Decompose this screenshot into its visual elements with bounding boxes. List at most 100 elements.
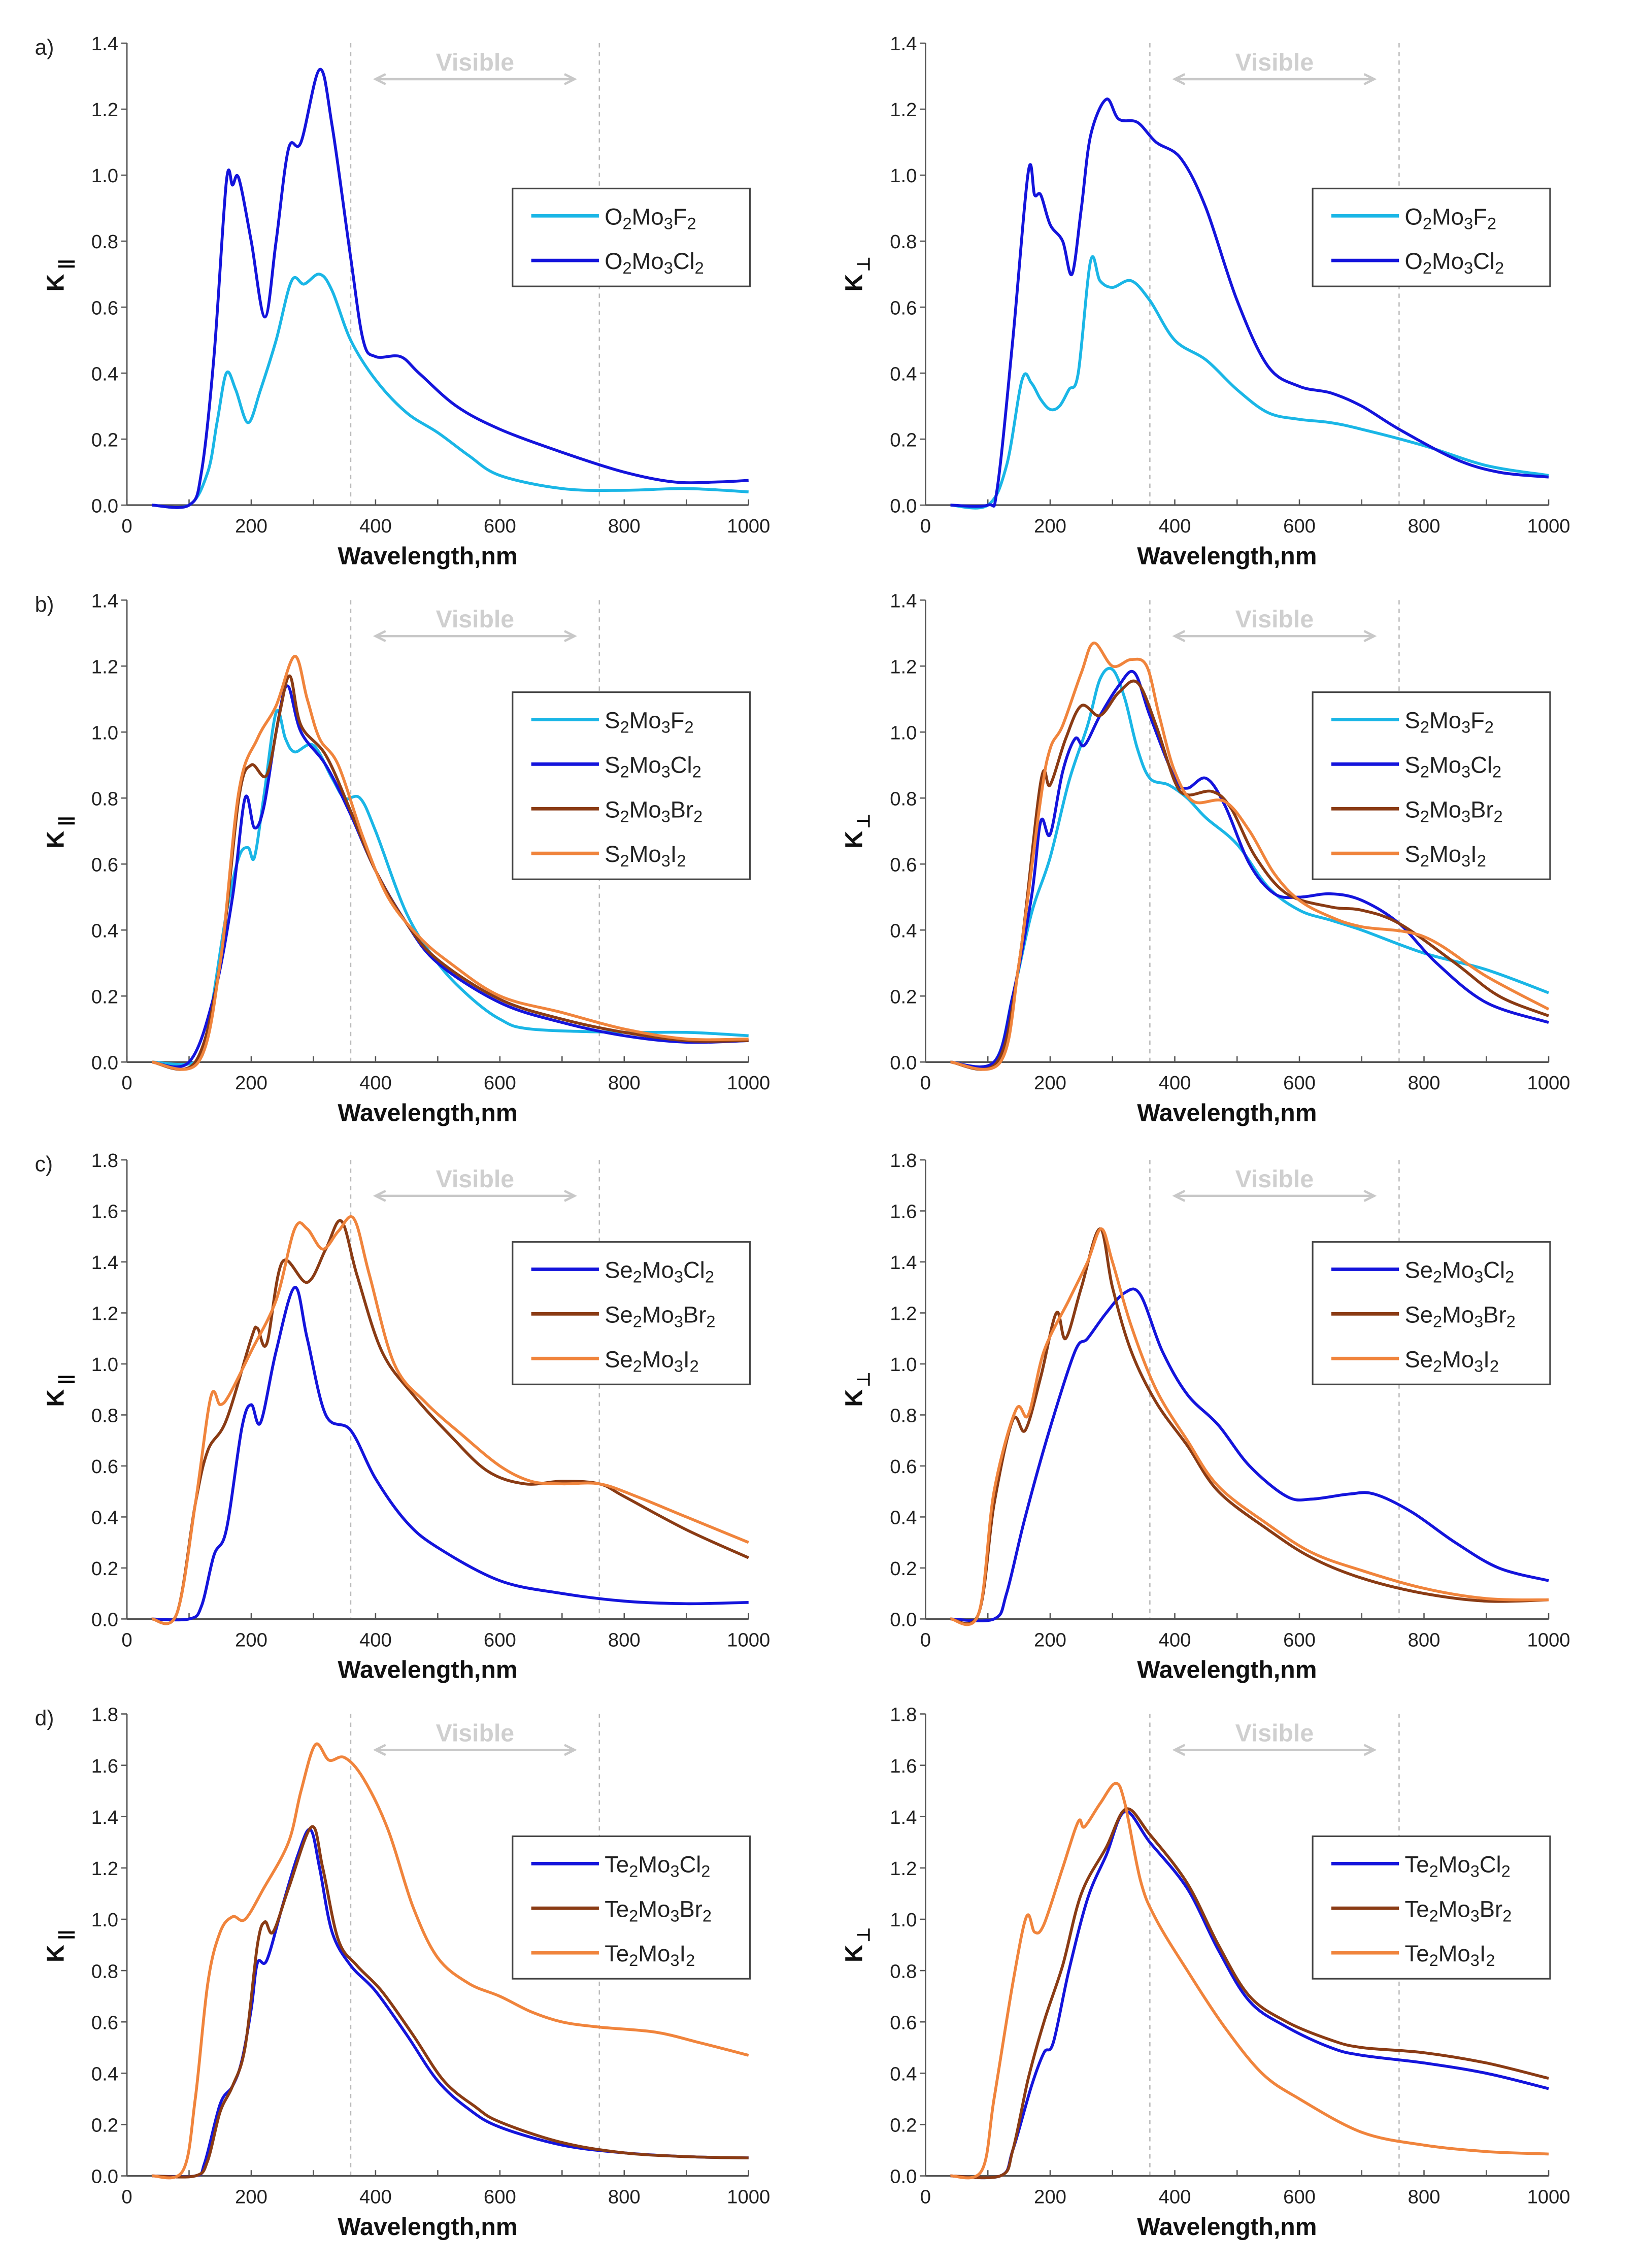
x-tick-label: 1000 [1527,1072,1570,1094]
y-tick-label: 0.6 [890,854,917,876]
x-tick-label: 800 [1408,515,1441,537]
y-tick-label: 1.0 [890,722,917,744]
series-line-O2Mo3F2 [950,255,1549,510]
panel-letter: b) [35,593,54,617]
legend-entry: S2Mo3Cl2 [605,752,701,781]
series-line-S2Mo3Cl2 [950,670,1549,1069]
y-tick-label: 1.4 [890,1252,917,1274]
x-tick-label: 600 [484,1072,516,1094]
y-tick-label: 1.0 [91,722,118,744]
y-tick-label: 0.4 [890,920,917,942]
y-tick-label: 0.6 [890,297,917,319]
y-tick-label: 1.4 [91,590,118,612]
series-line-S2Mo3F2 [950,666,1550,1069]
x-tick-label: 600 [484,1629,516,1651]
double-arrow-icon [373,1189,577,1202]
x-tick-label: 400 [1159,1629,1191,1651]
y-tick-label: 1.0 [890,1354,917,1376]
panel-2: b) Visible 0 200 400 600 800 1000 0.0 0.2 0.4 0.6 0.… [35,590,771,1126]
y-tick-label: 0.8 [91,1960,118,1982]
legend-box [512,691,751,880]
series-line-Se2Mo3Br2 [151,1219,749,1625]
visible-label: Visible [436,606,514,633]
panel-letter: d) [35,1707,54,1730]
x-tick-label: 600 [1283,1072,1316,1094]
x-tick-label: 0 [121,1629,132,1651]
panel-6: d) Visible 0 200 400 600 800 1000 0.0 0.2 0.4 0.6 0.… [35,1704,771,2241]
visible-label: Visible [436,49,514,76]
legend-entry: S2Mo3F2 [1405,708,1494,737]
y-tick-label: 0.4 [91,363,118,385]
y-tick-label: 1.8 [890,1704,917,1726]
y-tick-label: 0.6 [91,854,118,876]
x-axis-label: Wavelength,nm [338,1099,517,1126]
y-axis-label: K⊥ [841,256,874,291]
y-tick-label: 0.0 [890,495,917,517]
x-tick-label: 200 [235,2186,267,2208]
x-tick-label: 200 [235,1072,267,1094]
y-tick-label: 1.6 [91,1201,118,1223]
double-arrow-icon [373,73,577,85]
series-line-Se2Mo3Cl2 [152,1286,749,1622]
y-tick-label: 0.4 [91,2063,118,2085]
visible-label: Visible [436,1165,514,1193]
series-line-Te2Mo3Cl2 [950,1810,1549,2180]
y-tick-label: 0.0 [890,1609,917,1631]
x-tick-label: 0 [920,2186,931,2208]
legend-entry: O2Mo3F2 [1405,204,1496,232]
x-axis-label: Wavelength,nm [1137,1099,1317,1126]
y-tick-label: 1.2 [890,1303,917,1325]
y-axis-label-main: K [42,831,69,849]
legend: Te2Mo3Cl2 Te2Mo3Br2 Te2Mo3I2 [512,1835,751,1980]
legend-entry: Se2Mo3Br2 [605,1302,715,1330]
y-axis-label-subscript: ⊥ [854,1927,874,1943]
legend-entry: Se2Mo3I2 [605,1346,699,1375]
x-tick-label: 400 [359,1072,392,1094]
x-axis-label: Wavelength,nm [1137,542,1317,570]
x-tick-label: 800 [1408,1072,1441,1094]
legend-entry: Te2Mo3Cl2 [1405,1851,1511,1880]
y-tick-label: 0.6 [890,1456,917,1478]
legend-entry: O2Mo3Cl2 [1405,248,1504,277]
y-tick-label: 1.8 [890,1150,917,1172]
x-tick-label: 200 [1034,1629,1066,1651]
panel-3: Visible 0 200 400 600 800 1000 0.0 0.2 0.4 0.6 0.8 1… [841,590,1570,1126]
legend: S2Mo3F2 S2Mo3Cl2 S2Mo3Br2 S2Mo3I2 [512,691,751,880]
x-tick-label: 200 [1034,515,1066,537]
double-arrow-icon [373,630,577,643]
x-tick-label: 1000 [1527,515,1570,537]
x-tick-label: 400 [1159,515,1191,537]
y-axis-label-main: K [841,1945,868,1962]
y-tick-label: 1.2 [91,1303,118,1325]
y-tick-label: 0.2 [91,986,118,1008]
double-arrow-icon [1172,630,1377,643]
visible-label: Visible [1235,1165,1314,1193]
legend-entry: S2Mo3I2 [1405,841,1486,870]
y-axis-label: K⊥ [841,1372,874,1407]
legend-entry: S2Mo3Br2 [1405,796,1503,825]
y-axis-label: K || [42,259,75,292]
x-tick-label: 800 [608,1072,641,1094]
legend-entry: Se2Mo3Cl2 [605,1257,714,1286]
visible-label: Visible [1235,606,1314,633]
legend-entry: O2Mo3F2 [605,204,696,232]
legend: O2Mo3F2 O2Mo3Cl2 [512,187,751,287]
x-tick-label: 0 [121,1072,132,1094]
y-tick-label: 0.0 [91,1609,118,1631]
x-tick-label: 400 [1159,2186,1191,2208]
y-tick-label: 1.0 [890,1909,917,1931]
legend: O2Mo3F2 O2Mo3Cl2 [1312,187,1551,287]
legend-entry: Te2Mo3I2 [605,1941,695,1970]
y-axis-label: K || [42,1375,75,1407]
x-tick-label: 200 [1034,2186,1066,2208]
panel-5: Visible 0 200 400 600 800 1000 0.0 0.2 0.4 0.6 0.8 1… [841,1150,1570,1683]
series-line-S2Mo3I2 [151,654,749,1071]
series-line-O2Mo3Cl2 [950,97,1549,508]
series-line-Se2Mo3I2 [950,1227,1549,1626]
legend-entry: Se2Mo3Br2 [1405,1302,1516,1330]
series-line-Se2Mo3Cl2 [950,1287,1549,1622]
x-tick-label: 600 [1283,1629,1316,1651]
y-tick-label: 0.8 [890,231,917,253]
y-tick-label: 0.2 [890,2115,917,2137]
